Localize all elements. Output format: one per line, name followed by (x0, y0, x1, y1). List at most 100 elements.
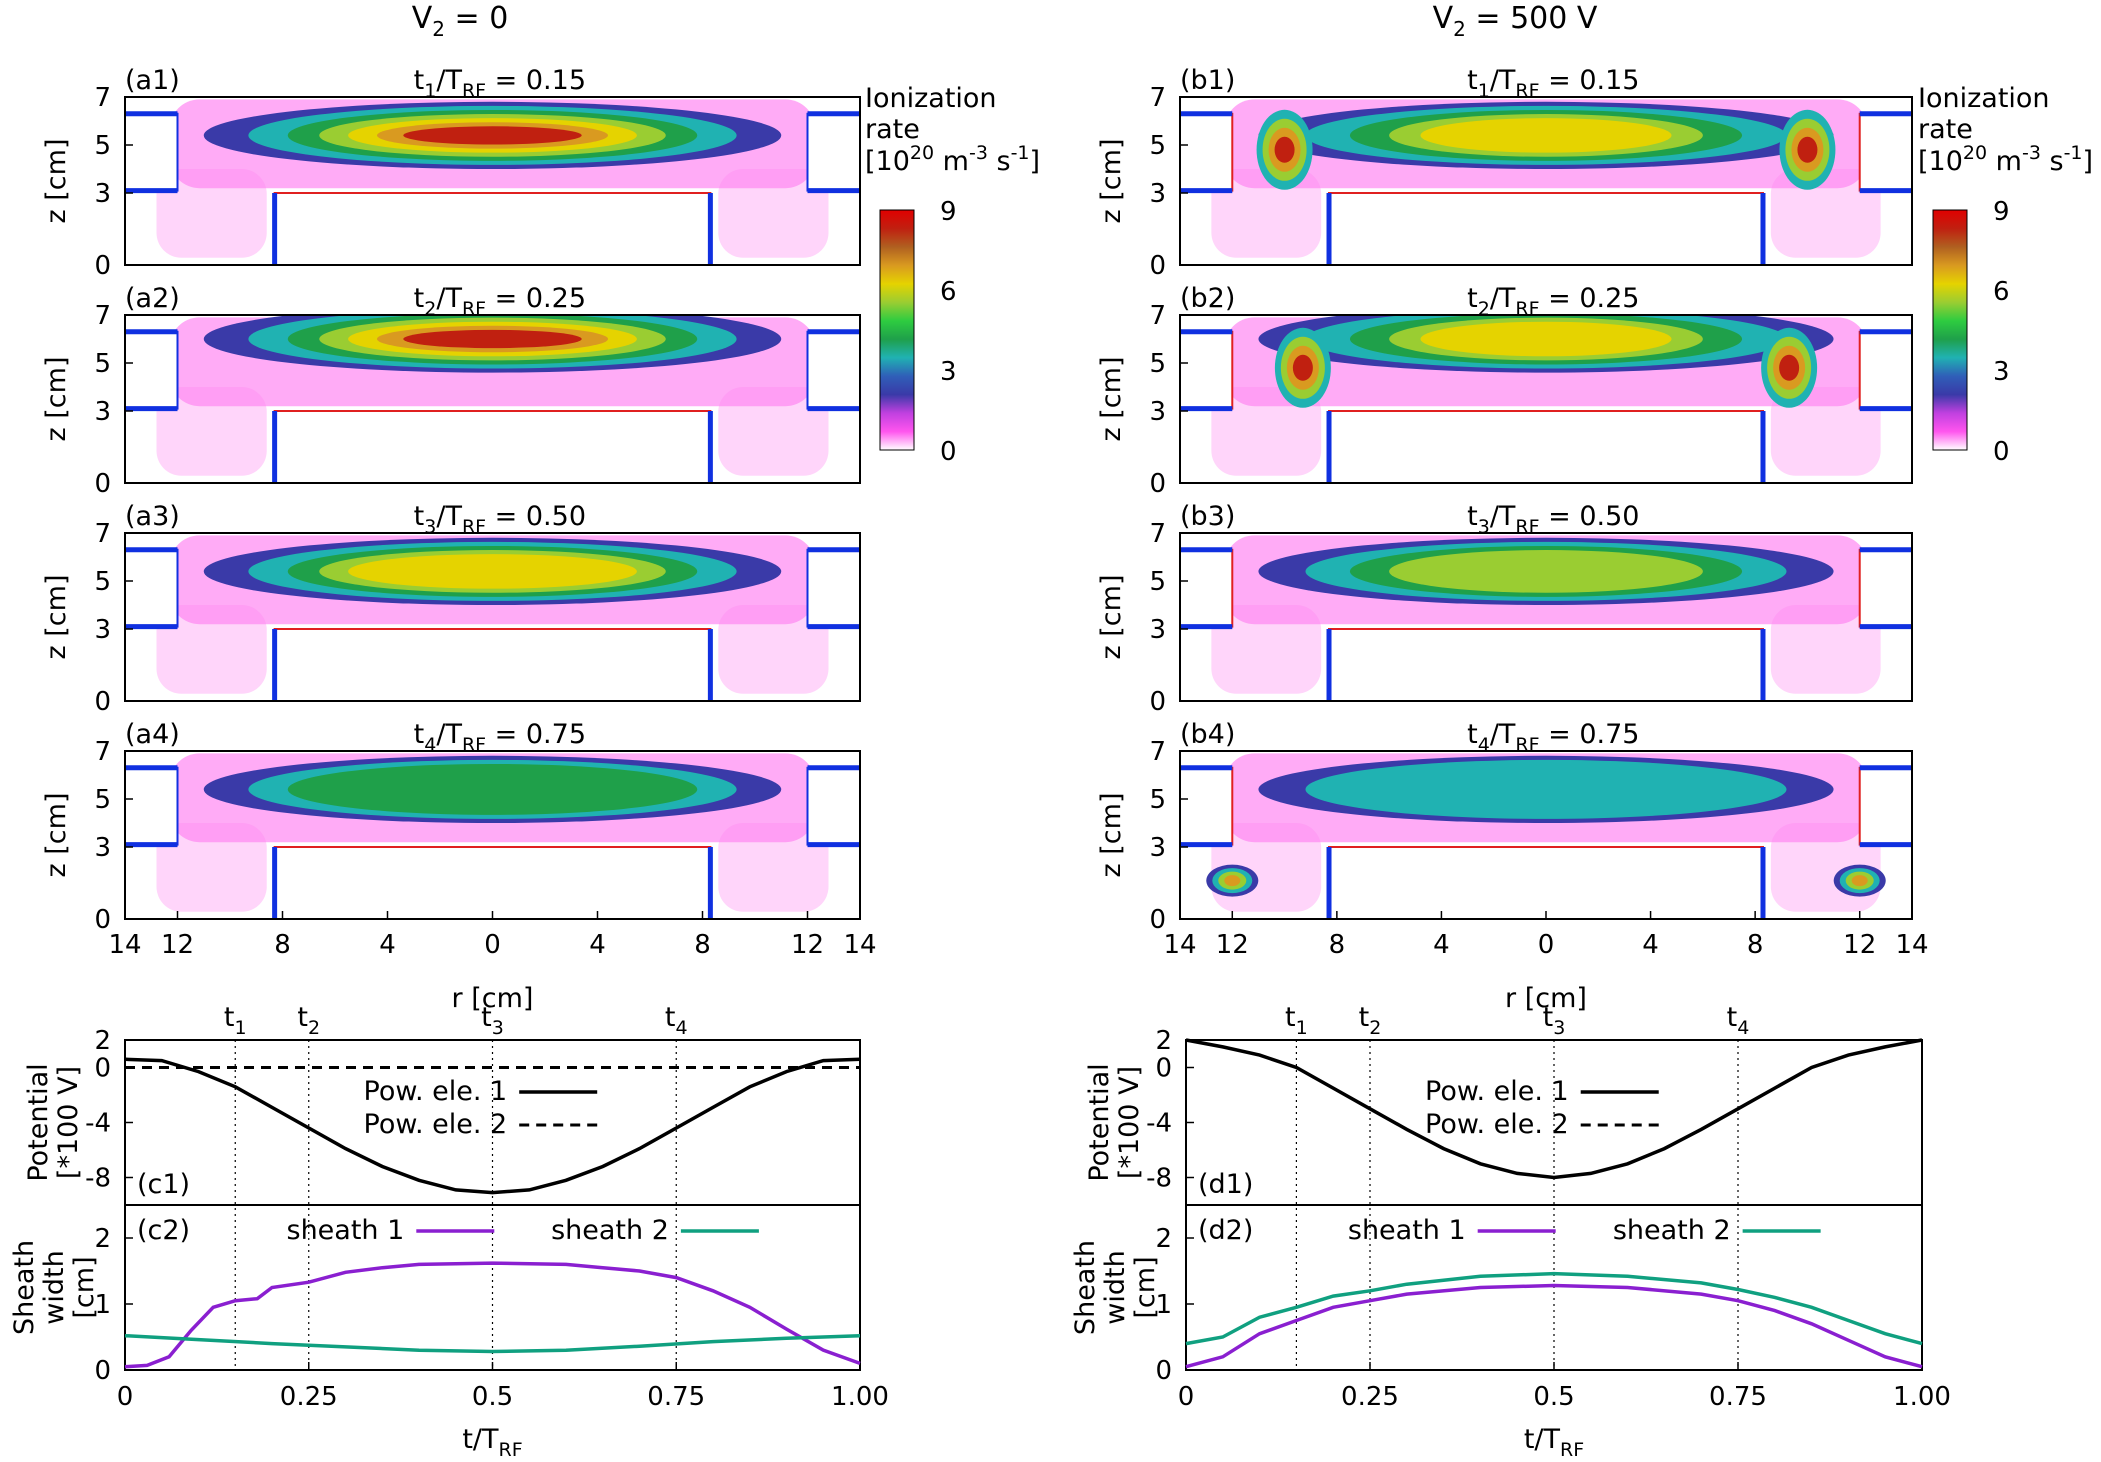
panel-label: (a4) (125, 719, 180, 750)
side-electrode (1180, 330, 1234, 410)
r-axis-label: r [cm] (452, 983, 534, 1014)
side-electrode (1858, 548, 1912, 628)
y-tick-label: 3 (94, 615, 111, 645)
time-marker-label: t4 (1727, 1002, 1750, 1039)
panel-label: (b3) (1180, 501, 1235, 532)
y-tick-label: 2 (94, 1026, 111, 1056)
hot-spot (1274, 136, 1295, 163)
hot-spot (1224, 875, 1241, 887)
y-tick-label: 7 (94, 83, 111, 113)
ionization-column-left: 7 5 3 0 z [cm] (a1) t1/TRF = 0.15 7 5 3 0 z [cm] (a2… (41, 65, 877, 1014)
z-axis-label: z [cm] (41, 575, 72, 660)
time-axis-label: t/TRF (462, 1424, 522, 1461)
panel-frame (1179, 314, 1913, 484)
plasma-region (1180, 753, 1912, 919)
powered-electrode (273, 410, 712, 483)
y-tick-label: 5 (1149, 131, 1166, 161)
x-tick-label: 4 (1433, 930, 1450, 960)
panel-label: (b2) (1180, 283, 1235, 314)
x-tick-label: 8 (694, 930, 711, 960)
side-electrode (125, 766, 179, 846)
y-tick-label: 1 (94, 1290, 111, 1320)
side-electrode (806, 548, 860, 628)
sheath-label-line: width (1100, 1250, 1131, 1324)
colorbar-tick-label: 9 (1993, 197, 2010, 227)
right-glow (718, 823, 829, 912)
sheath-label-line: [cm] (1130, 1256, 1161, 1318)
x-tick-label: 0.75 (1709, 1382, 1767, 1412)
side-electrode (125, 330, 179, 410)
colorbar-bar (1932, 209, 1968, 451)
ionization-contour (348, 554, 637, 589)
y-tick-label: 3 (1149, 397, 1166, 427)
left-glow (1211, 169, 1322, 258)
right-glow (718, 605, 829, 694)
colorbar-label-line: rate (1918, 114, 1973, 145)
hot-spot (1797, 136, 1818, 163)
colorbar-tick-label: 0 (940, 437, 957, 467)
panel-time-title: t2/TRF = 0.25 (1467, 283, 1639, 320)
sheath-label-line: Sheath (1070, 1240, 1101, 1335)
x-tick-label: 14 (108, 930, 141, 960)
column-title-right: V2 = 500 V (1433, 1, 1598, 41)
ionization-panel-4: 7 5 3 0 z [cm] (a4) t4/TRF = 0.75 (41, 719, 861, 935)
left-glow (156, 605, 267, 694)
panel-label: (b4) (1180, 719, 1235, 750)
y-tick-label: 2 (1155, 1026, 1172, 1056)
panel-time-title: t1/TRF = 0.15 (1467, 65, 1639, 102)
colorbar-label-line: rate (865, 114, 920, 145)
x-tick-label: 1.00 (831, 1382, 889, 1412)
series-sheath-2 (124, 1333, 861, 1354)
x-tick-label: 12 (791, 930, 824, 960)
r-axis-label: r [cm] (1505, 983, 1587, 1014)
y-tick-label: 5 (1149, 785, 1166, 815)
ionization-contour (1420, 321, 1672, 357)
ionization-contour (403, 329, 582, 349)
legend-label-ele2: Pow. ele. 2 (1425, 1109, 1569, 1140)
y-tick-label: 0 (1149, 469, 1166, 499)
colorbar-tick-label: 3 (1993, 357, 2010, 387)
x-tick-label: 8 (1329, 930, 1346, 960)
powered-electrode (273, 846, 712, 919)
x-tick-label: 0.25 (1341, 1382, 1399, 1412)
x-tick-label: 0.25 (280, 1382, 338, 1412)
x-tick-label: 14 (1163, 930, 1196, 960)
y-tick-label: -4 (85, 1109, 111, 1139)
ionization-panel-1: 7 5 3 0 z [cm] (a1) t1/TRF = 0.15 (41, 65, 861, 281)
z-axis-label: z [cm] (41, 793, 72, 878)
colorbar-tick-label: 3 (940, 357, 957, 387)
x-tick-label: 4 (1642, 930, 1659, 960)
powered-electrode (1328, 846, 1764, 919)
series-pow-ele-1 (124, 1057, 861, 1195)
y-tick-label: 0 (94, 469, 111, 499)
x-tick-label: 0 (1178, 1382, 1195, 1412)
right-glow (1770, 387, 1881, 476)
x-tick-label: 8 (1747, 930, 1764, 960)
legend-label-sheath2: sheath 2 (1613, 1215, 1731, 1246)
y-tick-label: 7 (1149, 519, 1166, 549)
panel-time-title: t4/TRF = 0.75 (1467, 719, 1639, 756)
hot-spot (1851, 875, 1868, 887)
y-tick-label: -8 (1146, 1164, 1172, 1194)
panel-label: (c2) (137, 1215, 190, 1246)
colorbar-tick-label: 0 (1993, 437, 2010, 467)
x-tick-label: 0 (117, 1382, 134, 1412)
panel-frame (124, 532, 861, 702)
y-tick-label: 5 (1149, 349, 1166, 379)
ionization-contour (287, 763, 698, 815)
sheath-axis-label: Sheath width [cm] (9, 1240, 100, 1335)
x-tick-label: 0.5 (472, 1382, 513, 1412)
panel-frame (1179, 96, 1913, 266)
right-glow (718, 169, 829, 258)
x-tick-label: 4 (379, 930, 396, 960)
y-tick-label: 5 (94, 131, 111, 161)
hot-spot (1292, 354, 1313, 381)
potential-axis-label: Potential [*100 V] (23, 1063, 84, 1181)
time-marker-label: t4 (665, 1002, 688, 1039)
z-axis-label: z [cm] (41, 357, 72, 442)
panel-time-title: t1/TRF = 0.15 (414, 65, 586, 102)
